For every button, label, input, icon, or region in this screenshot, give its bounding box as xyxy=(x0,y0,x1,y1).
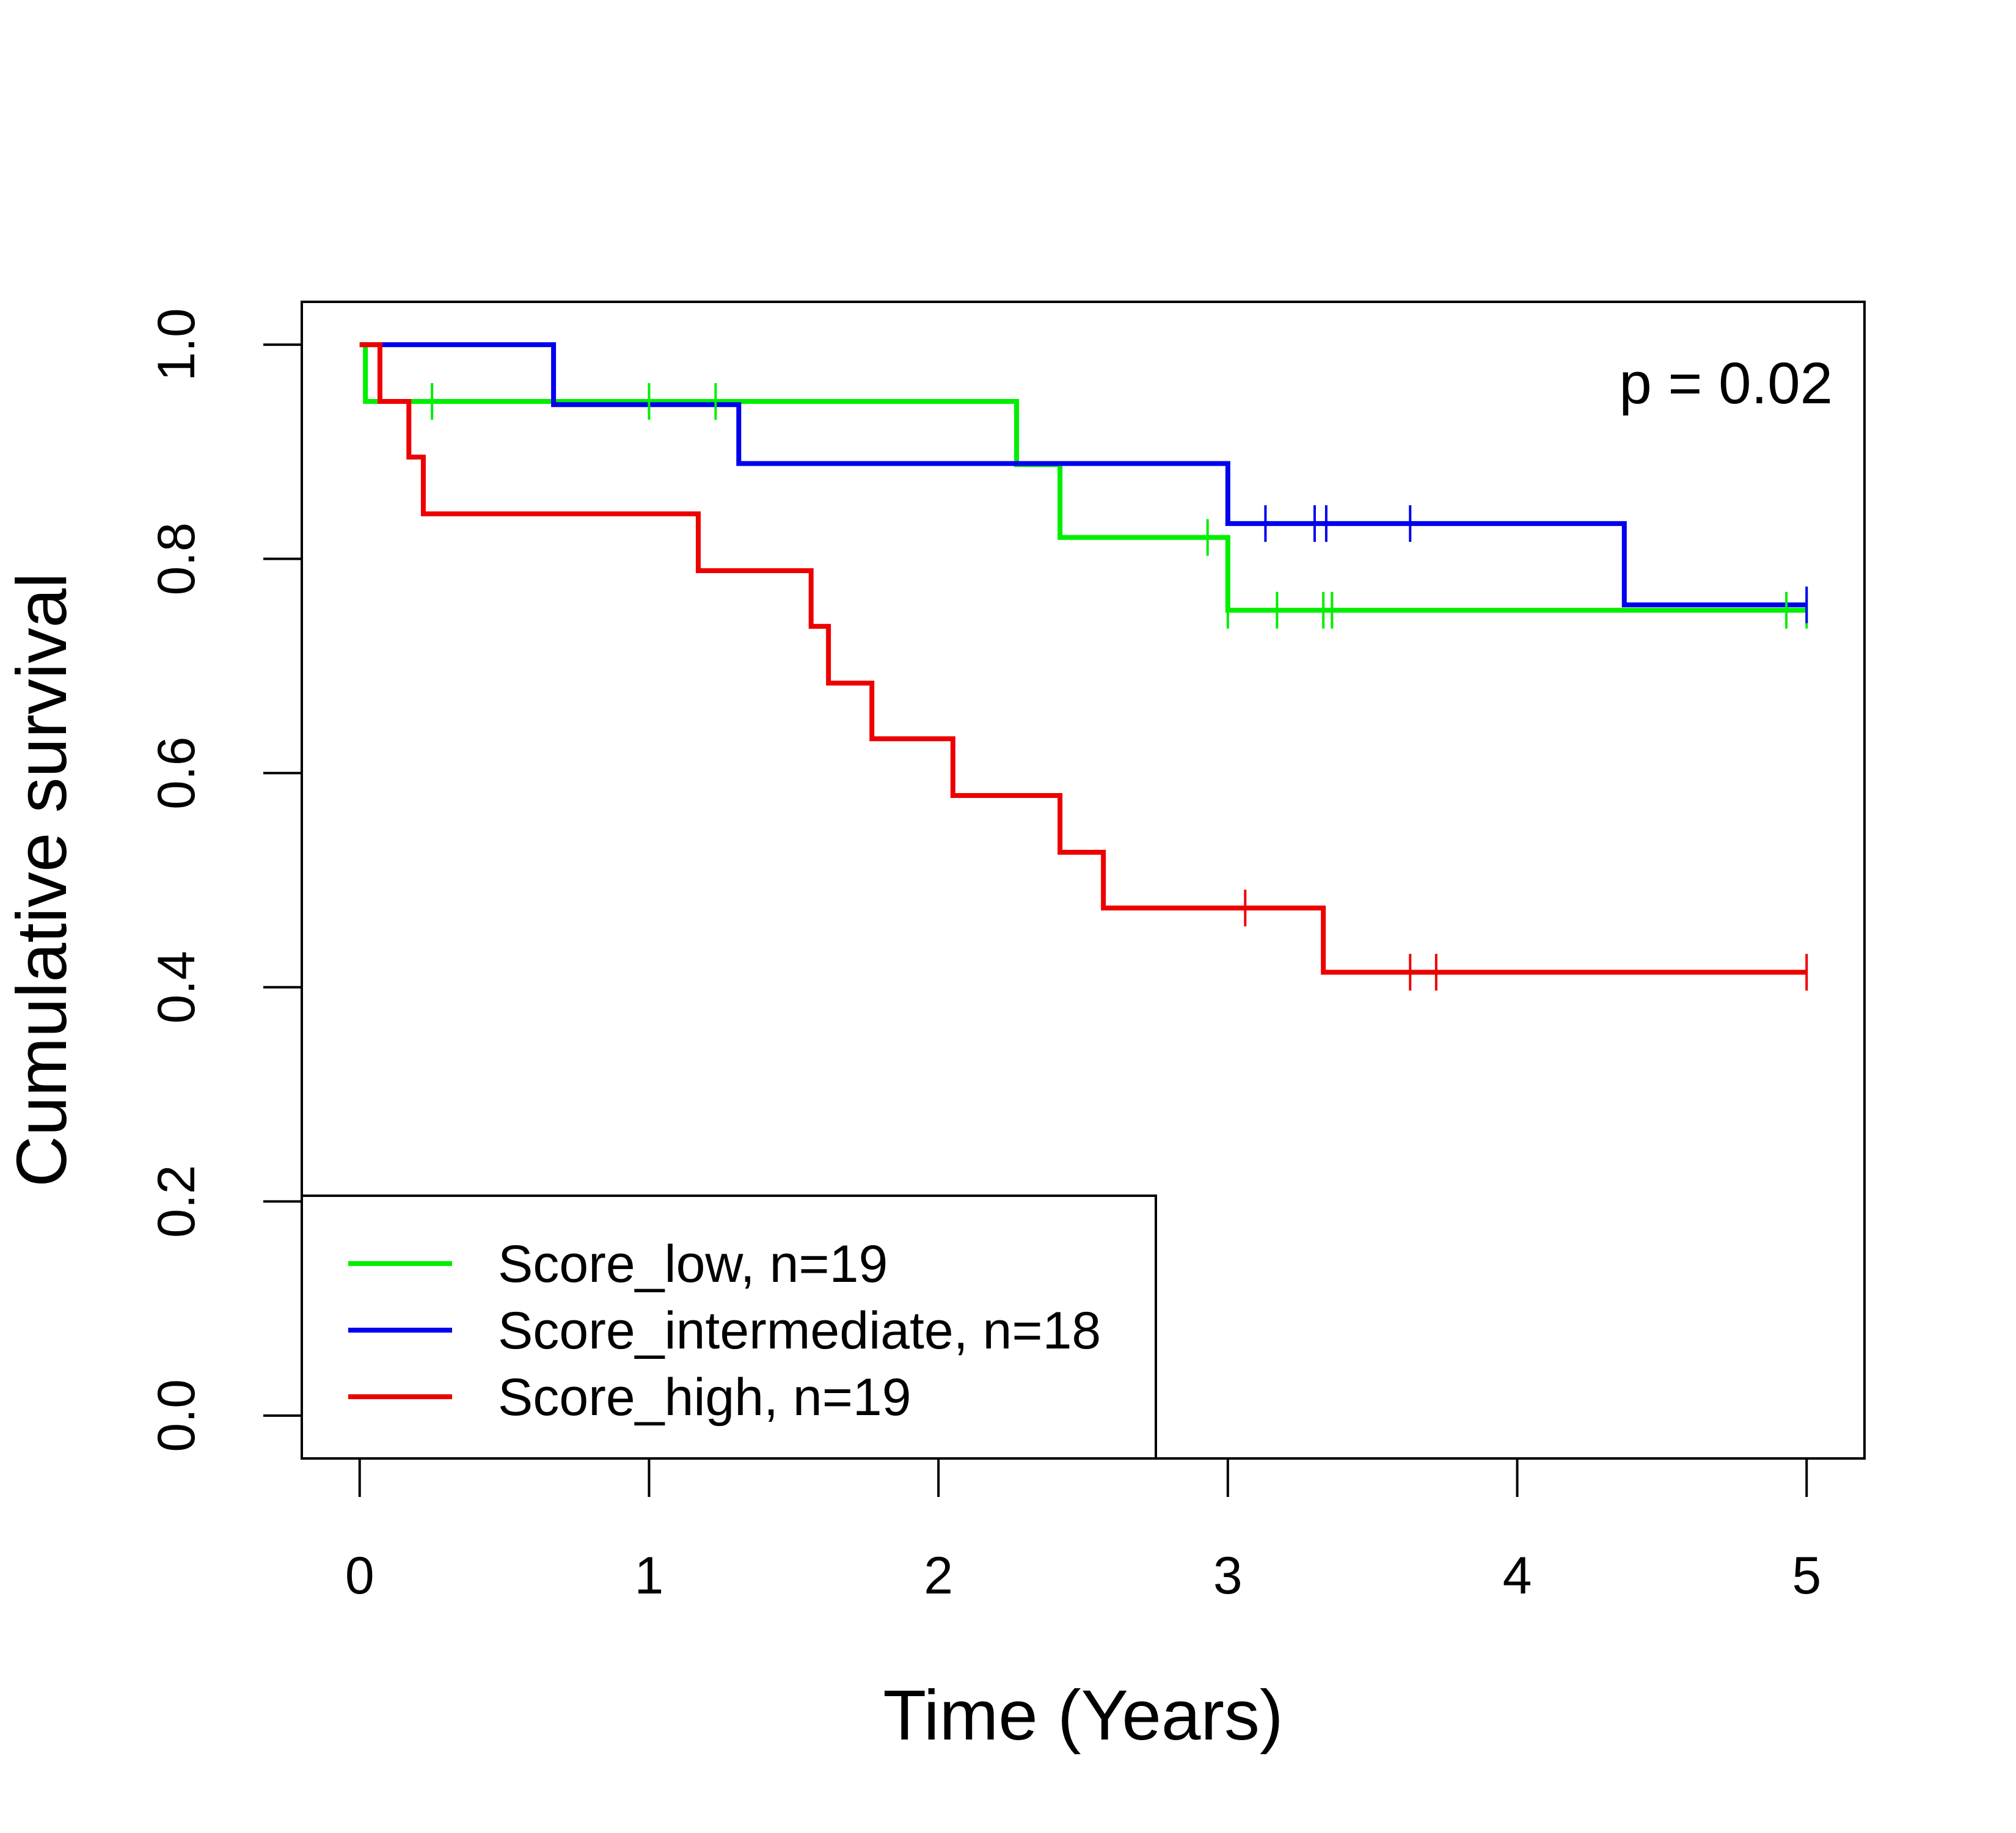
p-value-annotation: p = 0.02 xyxy=(1619,351,1833,416)
y-axis-label: Cumulative survival xyxy=(2,573,81,1187)
curve-high xyxy=(359,342,1807,975)
x-tick-label: 2 xyxy=(924,1546,953,1605)
y-tick-label: 0.2 xyxy=(147,1165,206,1238)
y-tick-label: 0.4 xyxy=(147,951,206,1024)
x-axis: 0 1 2 3 4 5 xyxy=(345,1457,1821,1605)
curve-intermediate xyxy=(359,342,1807,608)
legend-box xyxy=(301,1195,1157,1460)
y-tick-label: 0.0 xyxy=(147,1379,206,1452)
survival-curves xyxy=(359,342,1807,975)
legend: Score_low, n=19 Score_intermediate, n=18… xyxy=(301,1195,1157,1460)
y-axis: 0.0 0.2 0.4 0.6 0.8 1.0 xyxy=(147,308,303,1452)
x-tick-label: 1 xyxy=(635,1546,664,1605)
y-tick-label: 0.8 xyxy=(147,522,206,596)
legend-label-low: Score_low, n=19 xyxy=(498,1235,888,1293)
y-tick-label: 1.0 xyxy=(147,308,206,381)
legend-label-intermediate: Score_intermediate, n=18 xyxy=(498,1301,1101,1360)
legend-label-high: Score_high, n=19 xyxy=(498,1368,911,1427)
x-tick-label: 5 xyxy=(1792,1546,1821,1605)
x-axis-label: Time (Years) xyxy=(883,1675,1283,1755)
x-tick-label: 0 xyxy=(345,1546,374,1605)
censor-marks xyxy=(431,383,1808,991)
x-tick-label: 3 xyxy=(1213,1546,1243,1605)
y-tick-label: 0.6 xyxy=(147,736,206,810)
x-tick-label: 4 xyxy=(1503,1546,1532,1605)
curve-low xyxy=(359,342,1807,613)
